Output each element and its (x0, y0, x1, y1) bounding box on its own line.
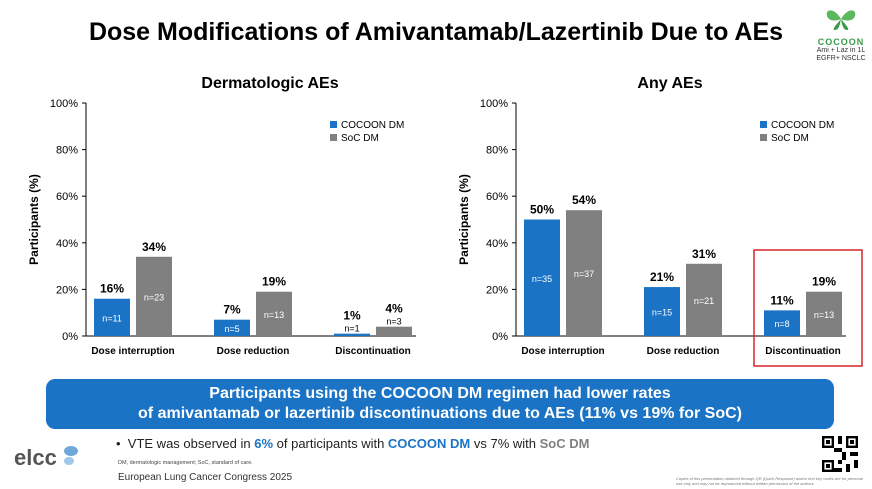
x-category-label: Dose reduction (217, 346, 290, 357)
summary-banner: Participants using the COCOON DM regimen… (46, 379, 834, 429)
bullet-mid1: of participants with (273, 436, 388, 451)
bullet-mid2: vs (470, 436, 491, 451)
elcc-logo: elcc (14, 445, 81, 471)
copyright-note: Copies of this presentation obtained thr… (676, 476, 863, 486)
bullet-pct2: 7% (490, 436, 510, 451)
bar-soc-2 (806, 291, 842, 336)
bar-n-label: n=1 (344, 324, 359, 334)
bar-n-label: n=23 (144, 292, 164, 302)
bar-value-label: 19% (262, 275, 286, 289)
y-tick-label: 80% (56, 145, 78, 157)
bar-n-label: n=5 (224, 324, 239, 334)
butterfly-icon (826, 10, 856, 30)
bar-soc-2 (376, 326, 412, 336)
legend-swatch (330, 134, 337, 141)
x-category-label: Dose reduction (647, 346, 720, 357)
bar-cocoon-2 (764, 310, 800, 336)
vte-bullet: • VTE was observed in 6% of participants… (116, 436, 589, 451)
banner-line2: of amivantamab or lazertinib discontinua… (138, 405, 742, 422)
x-category-label: Dose interruption (521, 346, 604, 357)
y-tick-label: 40% (56, 238, 78, 250)
cocoon-logo: COCOON Ami + Laz in 1L EGFR+ NSCLC (812, 6, 870, 63)
bar-n-label: n=8 (774, 319, 789, 329)
bullet-prefix: VTE was observed in (127, 436, 255, 451)
bar-value-label: 16% (100, 282, 124, 296)
bar-n-label: n=35 (532, 274, 552, 284)
elcc-logo-text: elcc (14, 445, 57, 470)
legend-label: COCOON DM (771, 120, 834, 131)
bar-cocoon-0 (94, 298, 130, 336)
chart-title-dermatologic: Dermatologic AEs (201, 75, 339, 92)
bar-n-label: n=3 (386, 317, 401, 327)
bar-soc-1 (686, 263, 722, 336)
y-tick-label: 60% (56, 191, 78, 203)
legend-label: SoC DM (341, 133, 379, 144)
bullet-mid3: with (509, 436, 540, 451)
highlight-box (753, 249, 863, 367)
footnote: DM, dermatologic management; SoC, standa… (118, 460, 253, 466)
x-category-label: Discontinuation (765, 346, 841, 357)
y-tick-label: 20% (486, 284, 508, 296)
logo-line1: Ami + Laz in 1L (816, 47, 866, 54)
bar-value-label: 19% (812, 275, 836, 289)
bar-value-label: 31% (692, 247, 716, 261)
bar-value-label: 50% (530, 203, 554, 217)
bar-value-label: 21% (650, 270, 674, 284)
bar-n-label: n=13 (814, 310, 834, 320)
legend-label: COCOON DM (341, 120, 404, 131)
legend-label: SoC DM (771, 133, 809, 144)
bullet-group1: COCOON DM (387, 436, 471, 451)
y-axis-label: Participants (%) (457, 174, 471, 265)
y-tick-label: 40% (486, 238, 508, 250)
bar-cocoon-2 (334, 333, 370, 336)
bar-cocoon-1 (644, 287, 680, 336)
bar-value-label: 34% (142, 240, 166, 254)
chart-title-any: Any AEs (637, 75, 703, 92)
y-tick-label: 80% (486, 145, 508, 157)
y-tick-label: 100% (50, 98, 78, 110)
bar-n-label: n=21 (694, 296, 714, 306)
banner-line1: Participants using the COCOON DM regimen… (209, 385, 671, 402)
logo-line2: EGFR+ NSCLC (816, 55, 866, 62)
congress-name: European Lung Cancer Congress 2025 (118, 472, 293, 483)
y-tick-label: 0% (492, 331, 508, 343)
y-tick-label: 60% (486, 191, 508, 203)
bullet-marker: • (116, 436, 128, 451)
bar-value-label: 7% (223, 303, 241, 317)
legend-swatch (330, 121, 337, 128)
bar-value-label: 54% (572, 193, 596, 207)
bar-soc-0 (136, 256, 172, 336)
chart-dermatologic-aes: 0% 20% 40% 60% 80% 100% Participants (%) 16% n=1… (27, 98, 416, 357)
legend-swatch (760, 134, 767, 141)
bar-cocoon-1 (214, 319, 250, 336)
elcc-mark-icon (63, 446, 78, 465)
y-axis-label: Participants (%) (27, 174, 41, 265)
y-tick-label: 0% (62, 331, 78, 343)
bar-value-label: 4% (385, 302, 403, 316)
bar-soc-0 (566, 210, 602, 336)
y-tick-label: 100% (480, 98, 508, 110)
bar-value-label: 11% (770, 293, 794, 307)
logo-name: COCOON (817, 37, 865, 47)
bar-n-label: n=15 (652, 308, 672, 318)
bar-cocoon-0 (524, 219, 560, 336)
bar-soc-1 (256, 291, 292, 336)
x-category-label: Dose interruption (91, 346, 174, 357)
bar-n-label: n=11 (102, 313, 122, 323)
qr-code-icon[interactable] (822, 436, 858, 472)
bullet-pct1: 6% (254, 436, 274, 451)
y-tick-label: 20% (56, 284, 78, 296)
legend-swatch (760, 121, 767, 128)
chart-any-aes: 0% 20% 40% 60% 80% 100% Participants (%) 50% n=3… (457, 98, 863, 367)
bar-n-label: n=13 (264, 310, 284, 320)
bullet-group2: SoC DM (539, 436, 590, 451)
slide-title: Dose Modifications of Amivantamab/Lazert… (88, 18, 784, 46)
x-category-label: Discontinuation (335, 346, 411, 357)
bar-value-label: 1% (343, 309, 361, 323)
bar-n-label: n=37 (574, 269, 594, 279)
